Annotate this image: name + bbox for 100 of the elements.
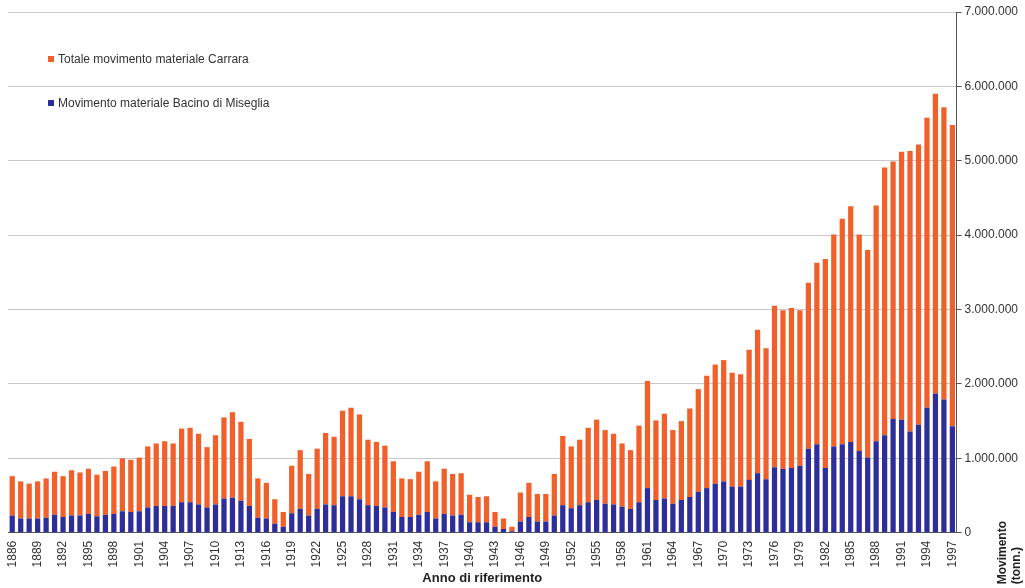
bar — [26, 483, 32, 519]
x-tick-label: 1925 — [334, 540, 349, 568]
x-tick-label: 1961 — [639, 540, 654, 568]
bar — [297, 508, 303, 533]
bar — [128, 459, 134, 512]
bar — [433, 481, 439, 519]
x-tick-label: 1967 — [690, 540, 705, 568]
x-tick-label: 1958 — [614, 540, 629, 568]
x-tick-label: 1952 — [563, 540, 578, 568]
bar — [229, 497, 236, 533]
x-tick-label: 1934 — [411, 540, 426, 568]
bar — [18, 481, 24, 519]
x-tick-label: 1886 — [4, 540, 19, 568]
bar — [822, 258, 828, 468]
bar — [627, 450, 634, 509]
bar — [339, 410, 346, 497]
bar — [43, 517, 49, 533]
bar — [492, 511, 498, 527]
bar — [179, 502, 185, 533]
bar — [26, 518, 32, 533]
bar — [162, 505, 168, 533]
bar — [729, 486, 735, 533]
bar — [627, 508, 634, 533]
x-tick-label: 1997 — [944, 540, 959, 568]
bar — [831, 234, 837, 447]
x-tick-label: 1979 — [792, 540, 807, 568]
bar — [314, 508, 320, 533]
bar — [356, 414, 363, 500]
y2-axis-title: Movimento (tonn.) — [995, 521, 1023, 585]
bar — [136, 457, 142, 512]
bar — [399, 478, 405, 518]
bar — [9, 476, 15, 516]
bar — [433, 518, 439, 533]
bar — [365, 439, 371, 506]
bar — [848, 206, 854, 442]
x-tick-label: 1976 — [766, 540, 781, 568]
bar — [729, 372, 735, 487]
bar — [94, 474, 100, 517]
bar — [712, 483, 718, 533]
x-tick-label: 1904 — [157, 540, 171, 568]
x-tick-label: 1973 — [741, 540, 756, 568]
bar — [754, 473, 761, 533]
bar — [856, 234, 862, 451]
bar — [458, 473, 464, 515]
bar — [932, 93, 939, 394]
x-tick-label: 1889 — [29, 540, 44, 568]
bar — [780, 310, 786, 469]
x-axis-title: Anno di riferimento — [422, 569, 543, 585]
legend-label: Totale movimento materiale Carrara — [58, 52, 249, 66]
bar — [365, 505, 371, 533]
bar — [111, 466, 117, 515]
y2-tick-label: 2.000.000 — [964, 376, 1019, 391]
legend-label: Movimento materiale Bacino di Miseglia — [58, 96, 270, 110]
bar — [661, 413, 668, 499]
bar — [475, 522, 481, 533]
x-tick-label: 1919 — [284, 540, 299, 568]
bar — [339, 496, 346, 533]
bar — [653, 420, 659, 500]
bar — [763, 348, 769, 480]
x-tick-label: 1991 — [893, 540, 908, 568]
bar — [568, 508, 574, 533]
bar — [458, 514, 464, 533]
bar — [306, 515, 312, 533]
x-tick-label: 1892 — [55, 540, 70, 568]
bar — [255, 517, 261, 533]
x-tick-label: 1898 — [106, 540, 121, 568]
bar — [746, 349, 752, 480]
bar — [238, 500, 244, 533]
bar — [704, 375, 710, 489]
bar — [441, 514, 447, 533]
bar — [187, 427, 193, 503]
bar — [221, 498, 227, 533]
x-tick-label: 1910 — [207, 540, 222, 568]
bar — [890, 161, 896, 419]
bar — [585, 502, 591, 533]
bar — [568, 446, 574, 509]
bar — [924, 407, 930, 533]
bar — [560, 436, 566, 506]
bar — [111, 514, 117, 533]
y2-tick-label: 6.000.000 — [964, 78, 1019, 93]
y2-tick-label: 4.000.000 — [964, 227, 1019, 242]
bar — [644, 380, 651, 489]
bar — [153, 443, 159, 506]
y2-tick-label: 3.000.000 — [964, 301, 1019, 316]
bar — [153, 505, 159, 533]
x-tick-label: 1970 — [716, 540, 731, 568]
bar — [416, 514, 422, 533]
bar — [687, 408, 693, 497]
bar — [602, 503, 608, 533]
bar — [195, 433, 202, 505]
bar — [51, 471, 58, 515]
bar — [441, 468, 447, 515]
bar — [68, 515, 75, 533]
bar — [551, 515, 557, 533]
bar — [263, 482, 269, 519]
bar — [179, 428, 185, 503]
bar — [721, 360, 727, 482]
bar — [610, 504, 617, 533]
bar — [221, 417, 227, 499]
bar — [119, 458, 125, 512]
